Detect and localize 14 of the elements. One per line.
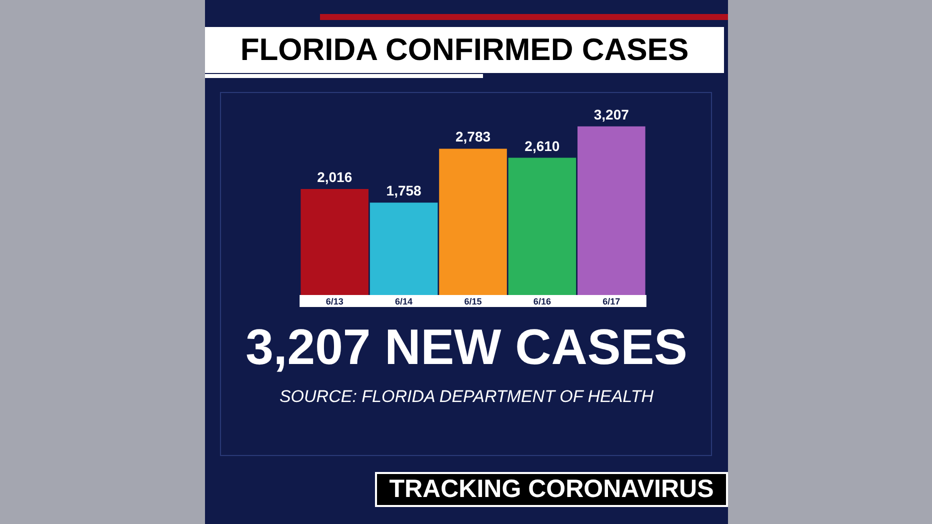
data-label: 3,207 (594, 106, 630, 122)
data-label: 2,016 (317, 169, 352, 186)
x-tick-label: 6/13 (326, 296, 344, 306)
x-tick-label: 6/17 (602, 296, 620, 306)
data-label: 2,610 (524, 138, 560, 154)
x-tick-label: 6/14 (395, 296, 413, 306)
text: 3,207 NEW CASES (244, 318, 688, 376)
data-label: 2,783 (455, 128, 491, 145)
source-note: SOURCE: FLORIDA DEPARTMENT OF HEALTH (278, 387, 655, 407)
x-tick-label: 6/15 (464, 296, 482, 306)
text: TRACKING CORONAVIRUS (375, 472, 728, 507)
chart-title: FLORIDA CONFIRMED CASES (205, 27, 724, 73)
data-label: 1,758 (386, 182, 422, 199)
x-tick-label: 6/16 (533, 296, 551, 306)
